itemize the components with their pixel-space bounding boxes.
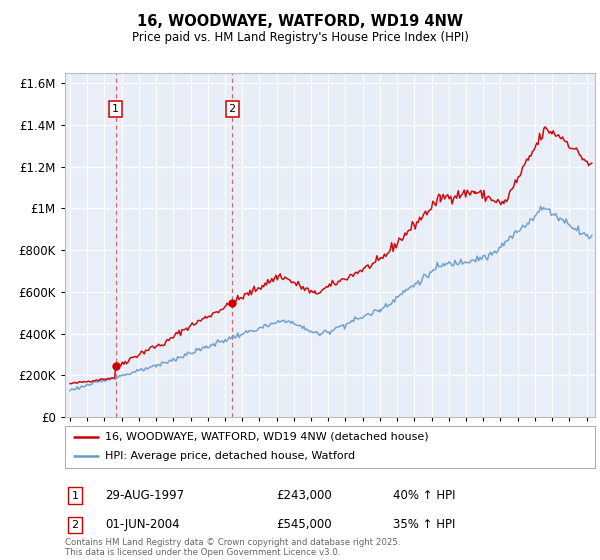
Text: Price paid vs. HM Land Registry's House Price Index (HPI): Price paid vs. HM Land Registry's House …: [131, 31, 469, 44]
Text: 2: 2: [71, 520, 79, 530]
Text: £243,000: £243,000: [276, 489, 332, 502]
Text: 1: 1: [71, 491, 79, 501]
Text: 35% ↑ HPI: 35% ↑ HPI: [393, 518, 455, 531]
Text: 2: 2: [229, 104, 236, 114]
Text: 16, WOODWAYE, WATFORD, WD19 4NW: 16, WOODWAYE, WATFORD, WD19 4NW: [137, 14, 463, 29]
Text: 40% ↑ HPI: 40% ↑ HPI: [393, 489, 455, 502]
Text: 29-AUG-1997: 29-AUG-1997: [105, 489, 184, 502]
Text: HPI: Average price, detached house, Watford: HPI: Average price, detached house, Watf…: [104, 451, 355, 461]
Text: 16, WOODWAYE, WATFORD, WD19 4NW (detached house): 16, WOODWAYE, WATFORD, WD19 4NW (detache…: [104, 432, 428, 442]
Text: Contains HM Land Registry data © Crown copyright and database right 2025.
This d: Contains HM Land Registry data © Crown c…: [65, 538, 400, 557]
Text: £545,000: £545,000: [276, 518, 332, 531]
Text: 1: 1: [112, 104, 119, 114]
Text: 01-JUN-2004: 01-JUN-2004: [105, 518, 179, 531]
